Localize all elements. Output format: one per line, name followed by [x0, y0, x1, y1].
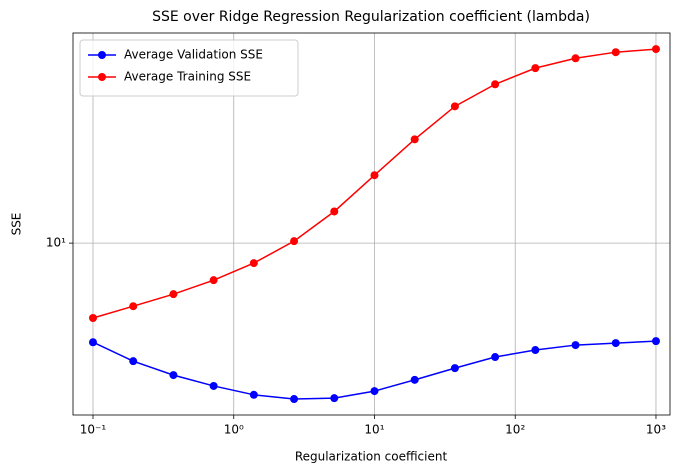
legend-marker — [98, 51, 106, 59]
x-tick-label: 10⁰ — [224, 423, 244, 437]
chart-title: SSE over Ridge Regression Regularization… — [152, 9, 590, 25]
data-point — [410, 375, 419, 384]
data-point — [330, 394, 339, 403]
data-point — [88, 338, 97, 347]
data-point — [491, 353, 500, 362]
data-point — [330, 207, 339, 216]
data-point — [249, 259, 258, 268]
data-point — [88, 314, 97, 323]
legend-label: Average Validation SSE — [124, 48, 263, 62]
legend-label: Average Training SSE — [124, 70, 251, 84]
data-point — [611, 48, 620, 57]
x-axis-label: Regularization coefficient — [295, 450, 448, 464]
data-point — [249, 390, 258, 399]
data-point — [651, 337, 660, 346]
legend-marker — [98, 73, 106, 81]
plot-frame — [72, 32, 671, 416]
y-tick-label: 10¹ — [46, 236, 66, 250]
plot-marks — [88, 45, 660, 404]
data-point — [370, 171, 379, 180]
data-point — [129, 302, 138, 311]
data-point — [169, 290, 178, 299]
data-point — [571, 54, 580, 63]
x-tick-label: 10³ — [646, 423, 666, 437]
data-point — [450, 364, 459, 373]
data-point — [611, 339, 620, 348]
grid: 10⁻¹ 10⁰ 10¹ 10² 10³ 10¹ — [46, 33, 670, 437]
data-point — [209, 276, 218, 285]
data-point — [410, 135, 419, 144]
legend: Average Validation SSE Average Training S… — [79, 39, 299, 97]
data-point — [491, 80, 500, 89]
x-tick-label: 10⁻¹ — [80, 423, 107, 437]
x-tick-label: 10² — [505, 423, 525, 437]
data-point — [209, 381, 218, 390]
data-point — [571, 341, 580, 350]
data-point — [290, 395, 299, 404]
x-tick-label: 10¹ — [364, 423, 384, 437]
data-point — [531, 64, 540, 73]
data-point — [450, 102, 459, 111]
data-point — [370, 387, 379, 396]
y-axis-label: SSE — [10, 213, 24, 236]
data-point — [169, 371, 178, 380]
data-point — [651, 45, 660, 54]
data-point — [290, 237, 299, 246]
data-point — [531, 346, 540, 355]
data-point — [129, 357, 138, 366]
legend-box — [79, 39, 299, 97]
